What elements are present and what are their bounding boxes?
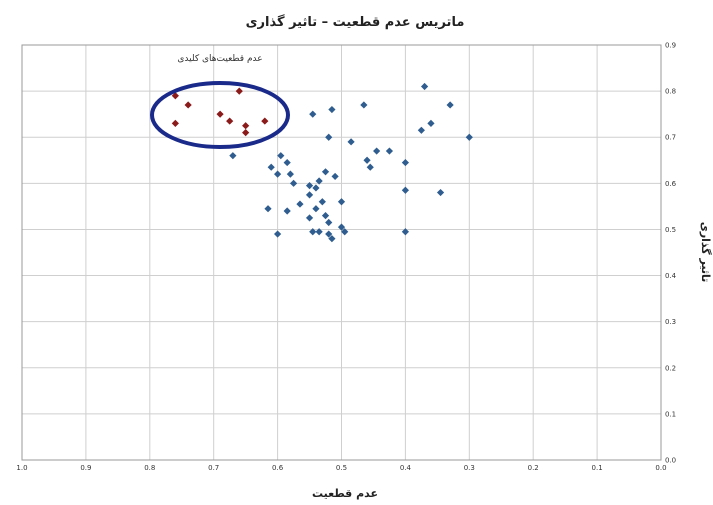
plot-area (21, 44, 662, 461)
data-point (337, 223, 346, 231)
y-tick-label: 0.1 (665, 410, 676, 418)
key-data-point (261, 117, 269, 125)
x-tick-label: 0.0 (655, 464, 666, 472)
x-tick-label: 0.4 (400, 464, 412, 472)
y-tick-label: 0.4 (665, 272, 677, 280)
x-tick-labels: 1.0 0.9 0.8 0.7 0.6 0.5 0.4 0.3 0.2 0.1 0.0 (16, 464, 666, 472)
key-data-point (171, 92, 179, 100)
data-point (321, 168, 330, 176)
y-tick-label: 0.8 (665, 88, 676, 96)
x-tick-label: 0.2 (528, 464, 539, 472)
key-data-point (216, 110, 224, 118)
data-point (427, 119, 435, 127)
data-point (401, 158, 409, 167)
data-point (264, 205, 272, 213)
data-point (401, 228, 409, 236)
data-point (315, 228, 323, 236)
data-point (305, 214, 314, 222)
data-point (446, 101, 454, 109)
key-data-point (242, 129, 250, 137)
x-tick-label: 0.1 (592, 464, 603, 472)
data-point (401, 186, 409, 194)
data-point (436, 188, 445, 197)
data-point (385, 147, 394, 155)
data-point (465, 133, 473, 141)
data-point (373, 147, 381, 155)
x-tick-label: 1.0 (16, 464, 27, 472)
key-data-point (242, 122, 250, 130)
chart-title: ماتریس عدم قطعیت – تاثیر گذاری (246, 14, 465, 30)
data-point (325, 218, 333, 227)
data-point (417, 126, 425, 134)
data-point (341, 228, 349, 236)
data-point (312, 205, 320, 213)
data-point (325, 230, 333, 238)
y-tick-label: 0.0 (665, 457, 676, 465)
data-point (363, 156, 371, 164)
data-point (366, 163, 374, 171)
y-axis-title: تاثیر گذاری (699, 222, 712, 283)
key-uncertainties-label: عدم قطعیت‌های کلیدی (177, 54, 262, 64)
data-point (283, 158, 291, 167)
data-point (315, 177, 323, 185)
data-point (277, 152, 285, 160)
x-tick-label: 0.7 (208, 464, 219, 472)
key-data-point (184, 101, 192, 109)
y-tick-label: 0.7 (665, 134, 676, 142)
key-uncertainties-ellipse (150, 81, 290, 149)
key-data-point (171, 119, 179, 127)
data-point (267, 163, 275, 171)
y-tick-label: 0.5 (665, 226, 676, 234)
data-point (328, 235, 336, 243)
data-point (360, 101, 368, 109)
y-tick-label: 0.3 (665, 318, 676, 326)
data-point (309, 228, 317, 236)
y-tick-label: 0.2 (665, 364, 676, 372)
y-tick-labels: 0.0 0.1 0.2 0.3 0.4 0.5 0.6 0.7 0.8 0.9 (665, 42, 677, 465)
data-point (309, 110, 317, 118)
x-tick-label: 0.8 (144, 464, 155, 472)
y-tick-label: 0.9 (665, 42, 676, 50)
x-tick-label: 0.5 (336, 464, 347, 472)
data-points (171, 82, 473, 243)
data-point (347, 138, 355, 146)
data-point (274, 230, 282, 238)
data-point (296, 200, 304, 208)
data-point (328, 105, 336, 114)
data-point (283, 207, 291, 215)
data-point (318, 198, 326, 206)
data-point (325, 133, 333, 141)
data-point (274, 170, 282, 178)
data-point (337, 198, 346, 206)
data-point (420, 82, 429, 91)
x-axis-title: عدم قطعیت (312, 487, 378, 500)
data-point (312, 184, 320, 192)
x-tick-label: 0.9 (80, 464, 91, 472)
data-point (321, 212, 330, 220)
grid (21, 44, 662, 461)
data-point (229, 152, 237, 160)
x-tick-label: 0.3 (464, 464, 475, 472)
data-point (286, 170, 294, 178)
key-data-point (226, 117, 234, 125)
y-tick-label: 0.6 (665, 180, 677, 188)
data-point (289, 179, 298, 187)
data-point (331, 172, 339, 181)
key-data-point (235, 87, 243, 95)
x-tick-label: 0.6 (272, 464, 284, 472)
data-point (305, 191, 314, 199)
data-point (305, 182, 314, 190)
